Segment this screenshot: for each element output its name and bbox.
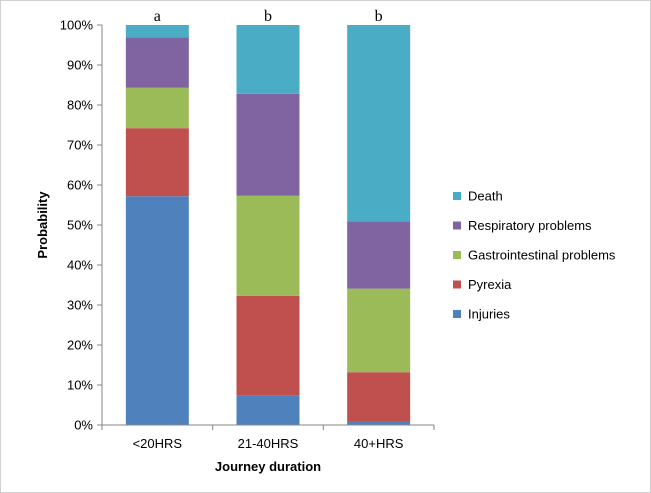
legend-label: Pyrexia: [468, 277, 512, 292]
y-tick-label: 10%: [67, 378, 93, 393]
x-ticks: <20HRS 21-40HRS 40+HRS: [101, 425, 435, 451]
x-tick-label: <20HRS: [133, 436, 183, 451]
y-tick-label: 90%: [67, 58, 93, 73]
legend-swatch: [453, 251, 461, 259]
y-tick-label: 100%: [60, 18, 94, 33]
legend-label: Death: [468, 189, 503, 204]
legend-item-gastrointestinal-problems: Gastrointestinal problems: [453, 248, 616, 263]
y-tick-label: 80%: [67, 98, 93, 113]
y-tick-label: 50%: [67, 218, 93, 233]
y-tick-label: 0%: [74, 418, 93, 433]
legend-label: Injuries: [468, 307, 510, 322]
legend: Death Respiratory problems Gastrointestina…: [453, 189, 616, 322]
legend-item-pyrexia: Pyrexia: [453, 277, 512, 292]
y-tick-label: 30%: [67, 298, 93, 313]
y-tick-label: 70%: [67, 138, 93, 153]
bars-layer: [125, 25, 411, 425]
legend-swatch: [453, 310, 461, 318]
bar-segment-injuries-40-hrs: [347, 421, 411, 425]
significance-label: b: [375, 8, 383, 25]
legend-swatch: [453, 280, 461, 289]
bar-segment-gastrointestinal-problems-21-40hrs: [236, 195, 300, 296]
bar-segment-death-21-40hrs: [236, 25, 300, 94]
legend-label: Gastrointestinal problems: [468, 248, 616, 263]
x-axis-title: Journey duration: [215, 459, 321, 474]
legend-item-death: Death: [453, 189, 503, 204]
significance-label: a: [154, 8, 161, 25]
x-tick-label: 40+HRS: [354, 436, 404, 451]
legend-label: Respiratory problems: [468, 218, 592, 233]
legend-item-injuries: Injuries: [453, 307, 510, 322]
significance-label: b: [264, 8, 272, 25]
x-tick-label: 21-40HRS: [238, 436, 299, 451]
legend-item-respiratory-problems: Respiratory problems: [453, 218, 592, 233]
legend-swatch: [453, 221, 461, 230]
bar-segment-pyrexia-21-40hrs: [236, 295, 300, 396]
bar-segment-pyrexia-40-hrs: [347, 372, 411, 421]
legend-swatch: [453, 192, 461, 200]
bar-segment-respiratory-problems-20hrs: [125, 37, 189, 88]
bar-segment-gastrointestinal-problems-20hrs: [125, 87, 189, 129]
y-tick-label: 20%: [67, 338, 93, 353]
y-tick-label: 40%: [67, 258, 93, 273]
y-axis-title: Probability: [35, 191, 50, 259]
bar-segment-respiratory-problems-21-40hrs: [236, 93, 300, 196]
y-tick-label: 60%: [67, 178, 93, 193]
bar-segment-respiratory-problems-40-hrs: [347, 221, 411, 289]
bar-segment-injuries-21-40hrs: [236, 395, 300, 425]
bar-segment-injuries-20hrs: [125, 196, 189, 425]
bar-segment-death-20hrs: [125, 25, 189, 38]
bar-segment-pyrexia-20hrs: [125, 128, 189, 197]
bar-segment-gastrointestinal-problems-40-hrs: [347, 288, 411, 373]
bar-segment-death-40-hrs: [347, 25, 411, 222]
y-ticks: 0% 10% 20% 30% 40% 50% 60% 70% 80% 90% 100%: [60, 18, 102, 433]
